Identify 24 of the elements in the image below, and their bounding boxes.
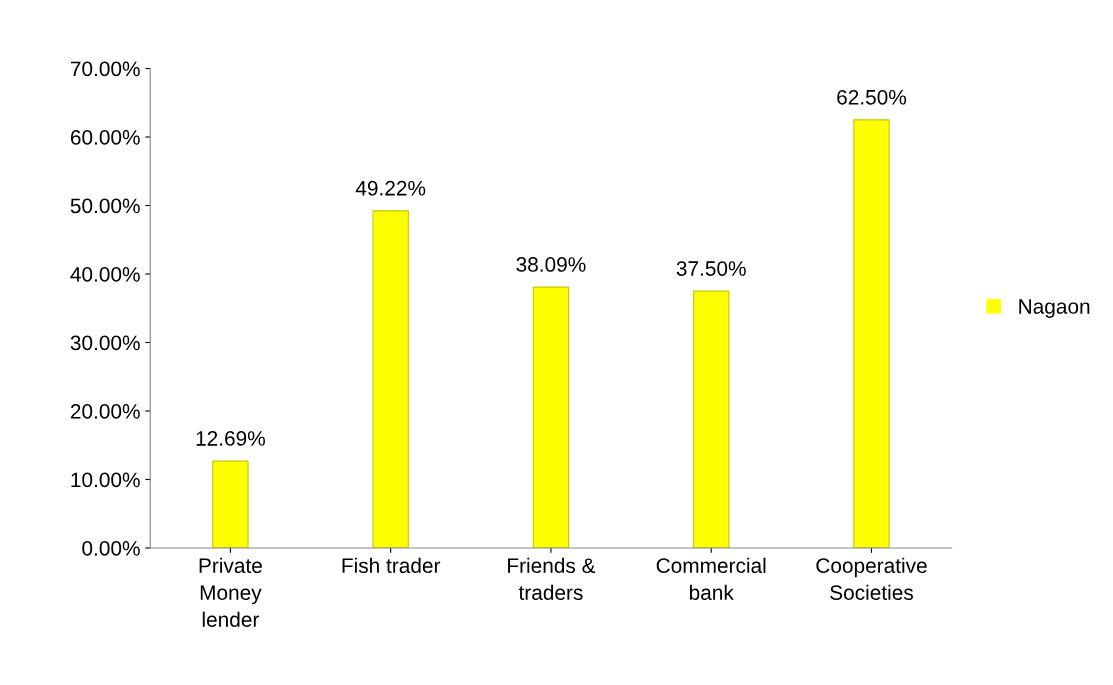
data-label: 12.69%	[196, 431, 265, 446]
y-tick-label: 60.00%	[70, 130, 140, 145]
x-tick-label: Cooperative Societies	[816, 557, 927, 600]
y-tick-label: 50.00%	[70, 198, 140, 214]
bar	[853, 119, 890, 548]
y-tick-label: 10.00%	[71, 472, 140, 488]
bar	[532, 286, 570, 548]
bar	[693, 290, 730, 548]
x-tick-label: Commercial bank	[656, 557, 766, 600]
data-label: 62.50%	[837, 89, 907, 105]
x-tick-label: Fish trader	[342, 557, 441, 574]
y-tick-label: 30.00%	[70, 335, 140, 351]
y-tick-label: 70.00%	[70, 61, 140, 77]
data-label: 37.50%	[676, 261, 746, 276]
bar	[372, 210, 409, 548]
bar	[212, 460, 249, 548]
x-tick-label: Private Money lender	[199, 557, 262, 627]
y-tick-label: 20.00%	[70, 404, 140, 419]
x-tick-label: Friends & traders	[508, 557, 596, 600]
data-label: 49.22%	[355, 180, 426, 196]
data-label: 38.09%	[516, 257, 586, 272]
legend-label: Nagaon	[1019, 299, 1090, 318]
y-tick-label: 0.00%	[82, 541, 140, 556]
y-tick-label: 40.00%	[70, 267, 140, 282]
